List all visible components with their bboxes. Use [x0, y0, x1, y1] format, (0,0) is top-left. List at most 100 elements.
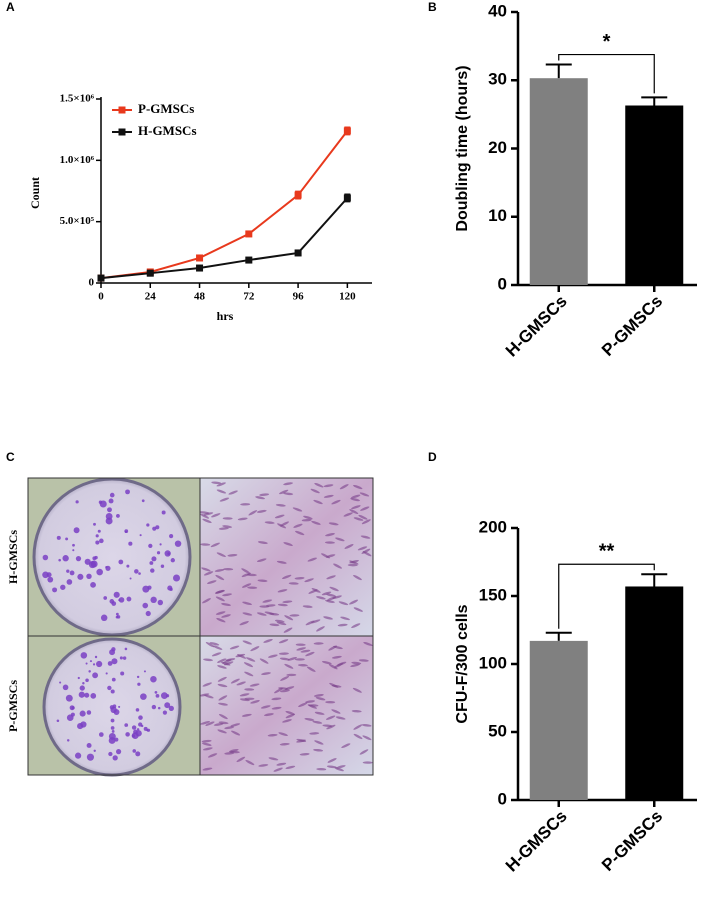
cell [213, 723, 224, 726]
cell [321, 591, 332, 596]
cell [242, 612, 253, 616]
panel-label: C [6, 450, 15, 464]
colony [69, 570, 75, 576]
cell [325, 715, 336, 720]
colony [128, 541, 133, 546]
marker [343, 127, 351, 135]
colony [115, 612, 119, 616]
cell [296, 647, 307, 651]
colony [90, 693, 97, 699]
colony [66, 569, 70, 573]
colony [118, 705, 121, 708]
cell [362, 735, 372, 741]
error-bar [545, 631, 572, 641]
cell [360, 506, 370, 511]
cell [217, 665, 227, 669]
colony [70, 712, 75, 717]
cell [256, 509, 267, 513]
colony [131, 725, 137, 730]
cell [277, 589, 288, 593]
cell [202, 747, 213, 751]
cell [248, 510, 258, 516]
panel-label: B [428, 0, 437, 14]
cell [278, 652, 289, 655]
colony [100, 614, 108, 622]
colony [169, 587, 173, 591]
colony [143, 670, 146, 673]
colony [149, 561, 154, 565]
micrograph [200, 478, 373, 636]
cell [353, 485, 363, 490]
colony [60, 584, 66, 590]
cell [282, 719, 292, 723]
cell [263, 713, 274, 717]
colony [116, 749, 122, 755]
cell [325, 700, 336, 704]
cell [216, 482, 226, 487]
x-tick-label: P-GMSCs [598, 292, 666, 360]
cell [205, 721, 215, 726]
x-tick-label: 120 [339, 291, 356, 303]
cell [282, 574, 292, 580]
colony [161, 510, 166, 515]
colony [136, 675, 140, 679]
cell [276, 762, 287, 766]
x-tick-label: 96 [293, 291, 305, 303]
cell [202, 682, 212, 687]
colony [112, 704, 117, 709]
colony [78, 691, 85, 698]
cell [278, 639, 289, 644]
cell [239, 621, 249, 626]
colony [150, 675, 157, 683]
cell [205, 642, 215, 648]
cell [285, 765, 296, 769]
y-tick-label: 100 [479, 653, 507, 672]
cell [347, 563, 358, 567]
cell [321, 661, 332, 665]
colony [92, 672, 99, 679]
cell [328, 664, 338, 670]
cell [245, 760, 255, 766]
cell [243, 662, 254, 668]
y-tick-label: 0 [89, 277, 95, 289]
colony [99, 500, 107, 508]
colony [42, 571, 49, 579]
cell [353, 575, 362, 581]
cell [269, 612, 280, 616]
cell [218, 527, 229, 530]
cell [341, 743, 351, 749]
colony [65, 694, 73, 702]
colony [135, 751, 141, 757]
colony [147, 585, 152, 590]
cell [334, 767, 344, 772]
bar [625, 586, 684, 800]
colony [112, 755, 118, 761]
cell [222, 517, 233, 520]
cell [351, 623, 361, 628]
colony [66, 739, 70, 742]
colony [86, 742, 92, 748]
cell [230, 723, 241, 727]
cell [350, 494, 361, 499]
cell [323, 494, 334, 498]
colony [77, 723, 84, 730]
cell [199, 693, 210, 697]
colony [96, 660, 103, 668]
x-tick-label: P-GMSCs [598, 807, 666, 875]
cell [231, 730, 241, 736]
colony [142, 602, 149, 609]
marker [343, 194, 351, 202]
colony [92, 556, 97, 561]
cell [227, 554, 238, 557]
colony [90, 560, 98, 568]
x-tick-label: 24 [145, 291, 157, 303]
cell [335, 537, 345, 542]
cell [267, 733, 278, 737]
colony [160, 692, 168, 700]
cell [361, 519, 371, 525]
colony [119, 656, 123, 660]
cell [216, 552, 226, 557]
colony [77, 573, 84, 580]
x-tick-label: H-GMSCs [502, 292, 571, 361]
cell [283, 492, 294, 496]
